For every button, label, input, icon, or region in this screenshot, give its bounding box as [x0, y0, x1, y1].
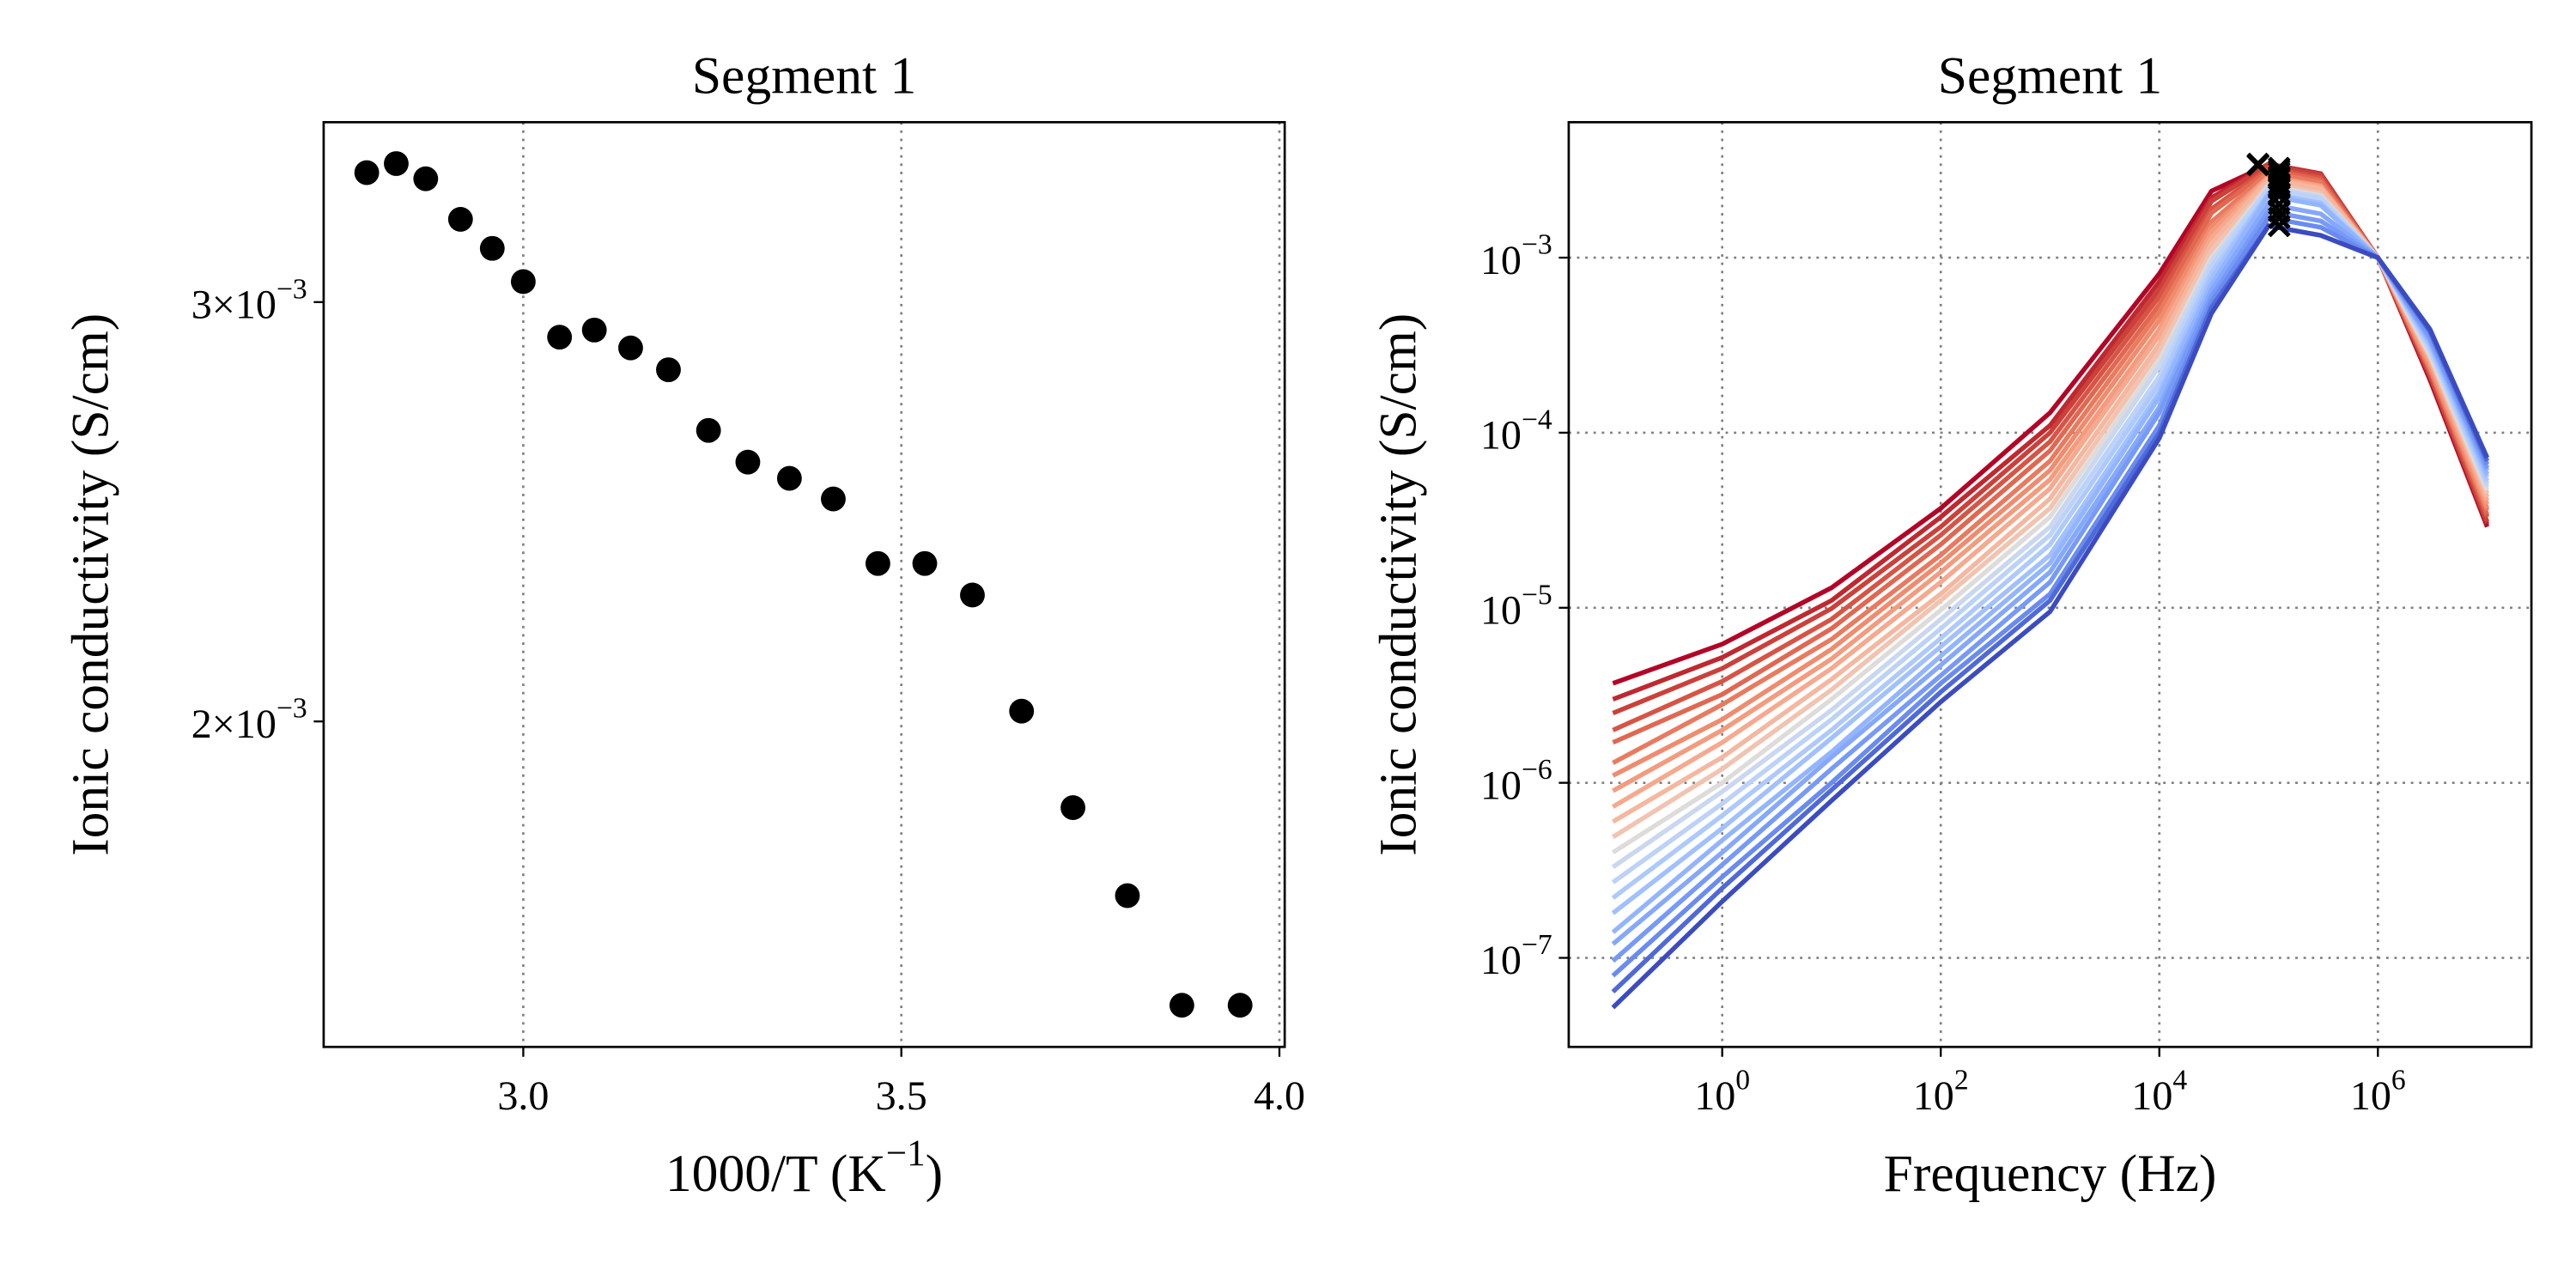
y-axis-label: Ionic conductivity (S/cm) — [1370, 313, 1428, 856]
x-tick-label-part: 10 — [1694, 1073, 1735, 1119]
x-axis-label: Frequency (Hz) — [1884, 1145, 2217, 1203]
scatter-point — [865, 550, 890, 576]
y-tick-label-part: −6 — [1522, 754, 1552, 786]
scatter-point — [581, 317, 607, 343]
y-tick-label-part: −3 — [276, 273, 307, 305]
scatter-point — [618, 335, 643, 361]
series-line — [1611, 223, 2490, 1010]
x-tick-label: 3.5 — [876, 1073, 927, 1119]
x-axis-label-part: ) — [926, 1145, 944, 1203]
scatter-point — [1009, 698, 1035, 724]
scatter-point — [413, 166, 439, 191]
x-tick-label: 104 — [2131, 1064, 2187, 1119]
y-tick-label-part: −3 — [276, 692, 307, 724]
series-line — [1611, 201, 2490, 946]
series-line — [1611, 191, 2490, 915]
y-tick-label-part: 10 — [1480, 238, 1522, 283]
y-tick-label-part: 10 — [1480, 762, 1522, 808]
scatter-point — [547, 325, 573, 350]
y-tick-label: 10−5 — [1480, 579, 1552, 634]
y-tick-label: 10−3 — [1480, 228, 1552, 283]
y-tick-label-part: −5 — [1522, 579, 1552, 611]
x-tick-label: 106 — [2350, 1064, 2406, 1119]
x-axis-label: 1000/T (K−1) — [665, 1133, 943, 1203]
y-tick-label: 10−6 — [1480, 754, 1552, 809]
scatter-point — [479, 235, 505, 261]
series-line — [1612, 173, 2490, 793]
scatter-point — [1115, 883, 1140, 908]
x-axis-label-part: −1 — [886, 1133, 926, 1174]
scatter-point — [354, 160, 380, 185]
x-tick-label-part: 6 — [2391, 1064, 2406, 1096]
x-tick-label-part: 4 — [2172, 1064, 2187, 1096]
x-tick-label-part: 0 — [1735, 1064, 1750, 1096]
peak-marker — [2268, 206, 2291, 229]
y-tick-label-part: 3×10 — [191, 283, 276, 328]
x-tick-label-part: 3.0 — [497, 1073, 549, 1119]
scatter-point — [960, 582, 985, 608]
scatter-point — [447, 206, 473, 232]
scatter-point — [656, 357, 681, 383]
chart-title: Segment 1 — [1938, 46, 2162, 105]
scatter-point — [735, 449, 761, 475]
x-tick-label-part: 3.5 — [876, 1073, 927, 1119]
x-tick-label: 100 — [1694, 1064, 1750, 1119]
scatter-point — [1227, 993, 1253, 1018]
x-tick-label: 4.0 — [1254, 1073, 1305, 1119]
y-tick-label: 2×10−3 — [191, 692, 307, 747]
y-axis-label: Ionic conductivity (S/cm) — [62, 313, 120, 856]
y-axis-label-part: Ionic conductivity (S/cm) — [62, 313, 120, 856]
series-line — [1611, 192, 2490, 934]
y-tick-label: 10−7 — [1480, 929, 1552, 984]
x-tick-label-part: 10 — [2131, 1073, 2172, 1119]
scatter-point — [776, 465, 802, 491]
scatter-point — [1169, 993, 1194, 1018]
y-tick-label-part: 10 — [1480, 413, 1522, 459]
peak-marker — [2246, 153, 2269, 177]
scatter-point — [384, 151, 409, 176]
peak-marker — [2268, 214, 2291, 238]
scatter-point — [1060, 795, 1086, 821]
series-line — [1611, 185, 2490, 884]
scatter-point — [821, 486, 846, 512]
series-line — [1611, 209, 2490, 963]
y-tick-label: 10−4 — [1480, 404, 1552, 459]
plot-frame — [1567, 120, 2533, 1048]
y-tick-label-part: −7 — [1522, 929, 1552, 961]
x-tick-label: 3.0 — [497, 1073, 549, 1119]
x-tick-label-part: 10 — [2350, 1073, 2391, 1119]
x-tick-label-part: 2 — [1954, 1064, 1969, 1096]
x-axis-label-part: 1000/T (K — [665, 1145, 886, 1203]
series-line — [1611, 191, 2490, 900]
scatter-point — [912, 550, 938, 576]
y-axis-label-part: Ionic conductivity (S/cm) — [1370, 313, 1428, 856]
y-tick-label-part: 10 — [1480, 588, 1522, 634]
scatter-point — [510, 269, 536, 295]
y-tick-label-part: 10 — [1480, 938, 1522, 983]
scatter-point — [696, 417, 721, 443]
y-tick-label-part: 2×10 — [191, 702, 276, 747]
plot-frame — [322, 120, 1286, 1048]
series-line — [1612, 174, 2490, 809]
y-tick-label: 3×10−3 — [191, 273, 307, 328]
x-tick-label-part: 10 — [1913, 1073, 1954, 1119]
chart-title: Segment 1 — [692, 46, 916, 105]
x-tick-label: 102 — [1913, 1064, 1969, 1119]
x-tick-label-part: 4.0 — [1254, 1073, 1305, 1119]
y-tick-label-part: −4 — [1522, 404, 1552, 435]
y-tick-label-part: −3 — [1522, 228, 1552, 260]
x-axis-label-part: Frequency (Hz) — [1884, 1145, 2217, 1203]
